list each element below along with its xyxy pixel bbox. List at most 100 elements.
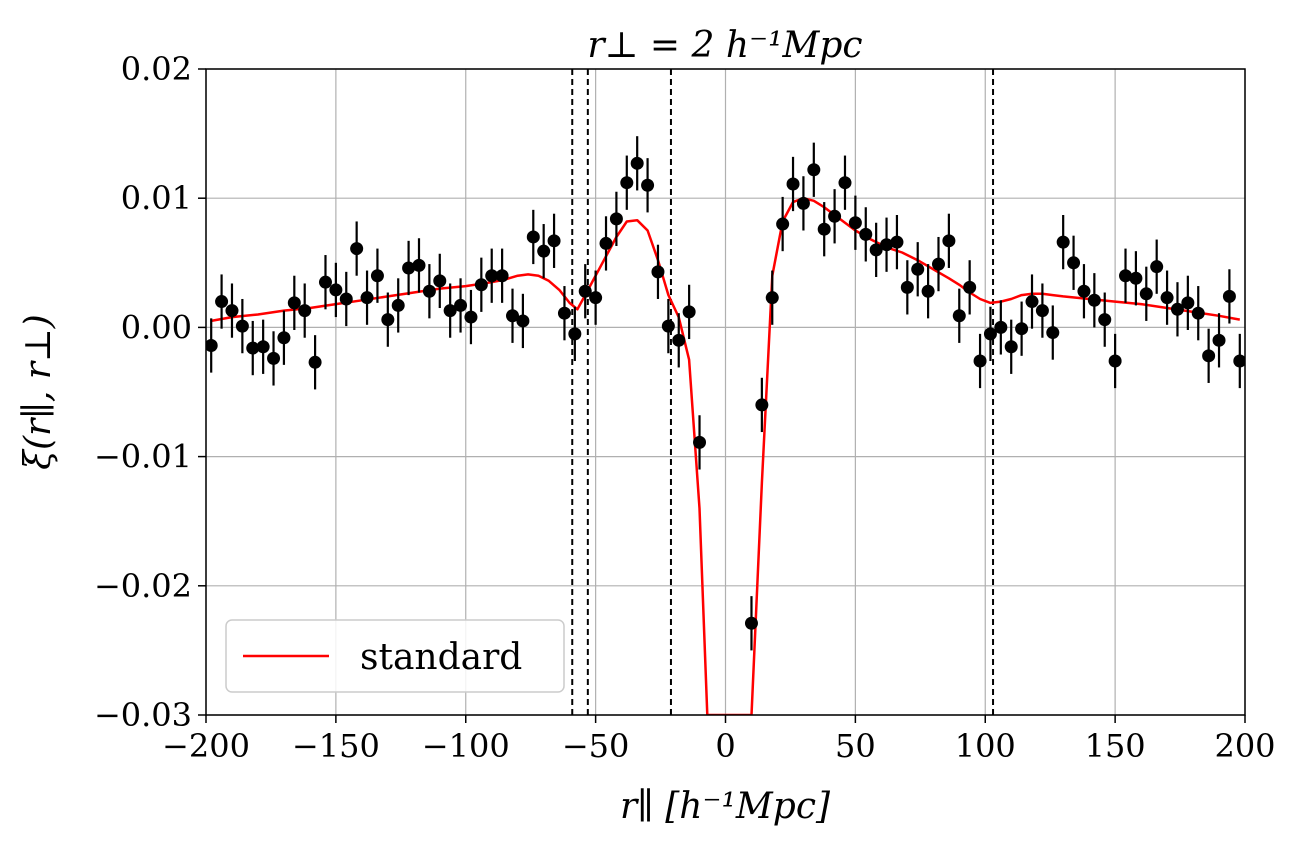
x-tick-label: 50 xyxy=(835,727,876,765)
x-tick-label: 0 xyxy=(715,727,735,765)
data-point xyxy=(547,234,561,248)
data-point xyxy=(1067,256,1081,270)
data-point xyxy=(225,304,239,318)
data-point xyxy=(817,222,831,236)
data-point xyxy=(568,327,582,341)
data-point xyxy=(900,280,914,294)
data-point xyxy=(1046,326,1060,340)
data-point xyxy=(1025,295,1039,309)
data-point xyxy=(807,163,821,177)
data-point xyxy=(1222,289,1236,303)
data-point xyxy=(578,284,592,298)
data-point xyxy=(391,298,405,312)
data-point xyxy=(848,216,862,230)
data-point xyxy=(672,333,686,347)
data-point xyxy=(464,310,478,324)
data-point xyxy=(443,304,457,318)
data-point xyxy=(609,212,623,226)
data-point xyxy=(256,340,270,354)
data-point xyxy=(1129,271,1143,285)
data-point xyxy=(298,304,312,318)
data-point xyxy=(973,354,987,368)
x-tick-label: 100 xyxy=(955,727,1016,765)
data-point xyxy=(1181,296,1195,310)
data-point xyxy=(1035,304,1049,318)
data-point xyxy=(339,292,353,306)
grid xyxy=(205,68,1246,716)
y-axis-label: ξ(r∥, r⊥) xyxy=(18,314,59,470)
data-point xyxy=(246,341,260,355)
legend-box xyxy=(225,619,565,693)
data-point xyxy=(516,314,530,328)
reference-lines xyxy=(571,69,995,715)
x-tick-label: −150 xyxy=(292,727,380,765)
y-tick-label: −0.02 xyxy=(94,567,192,605)
data-point xyxy=(381,313,395,327)
data-point xyxy=(589,291,603,305)
data-point xyxy=(506,309,520,323)
data-point xyxy=(1170,302,1184,316)
data-point xyxy=(433,274,447,288)
data-point xyxy=(318,275,332,289)
x-tick-label: −100 xyxy=(422,727,510,765)
data-point xyxy=(360,291,374,305)
data-point xyxy=(1056,235,1070,249)
data-point xyxy=(1004,340,1018,354)
data-point xyxy=(557,306,571,320)
data-point xyxy=(329,283,343,297)
ticks: −200 −150 −100 −50 0 50 100 150 200 −0.03 −0.02 −0.… xyxy=(94,50,1276,765)
data-point xyxy=(1015,322,1029,336)
data-point xyxy=(526,230,540,244)
legend: standard xyxy=(225,619,565,693)
data-point xyxy=(744,616,758,630)
data-point xyxy=(911,262,925,276)
data-point xyxy=(370,269,384,283)
data-point xyxy=(693,435,707,449)
data-point xyxy=(537,244,551,258)
data-point xyxy=(931,257,945,271)
data-point xyxy=(1202,349,1216,363)
y-tick-label: −0.03 xyxy=(94,696,192,734)
data-point xyxy=(921,284,935,298)
data-point xyxy=(1108,354,1122,368)
data-point xyxy=(1212,333,1226,347)
data-point xyxy=(599,236,613,250)
data-point xyxy=(942,234,956,248)
y-tick-label: 0.01 xyxy=(121,179,192,217)
x-axis-label: r∥ [h⁻¹Mpc] xyxy=(620,786,831,827)
data-point xyxy=(206,338,218,352)
data-point xyxy=(485,269,499,283)
data-point xyxy=(267,351,281,365)
data-point xyxy=(963,280,977,294)
data-point xyxy=(880,238,894,252)
data-point xyxy=(1150,260,1164,274)
data-point xyxy=(1233,354,1245,368)
data-point xyxy=(215,295,229,309)
data-point xyxy=(641,178,655,192)
data-point xyxy=(651,265,665,279)
data-point xyxy=(474,278,488,292)
data-point xyxy=(682,305,696,319)
data-point xyxy=(308,355,322,369)
data-point xyxy=(859,227,873,241)
data-point xyxy=(994,320,1008,334)
data-point xyxy=(890,235,904,249)
data-point xyxy=(620,176,634,190)
data-point xyxy=(869,243,883,257)
data-point xyxy=(1160,291,1174,305)
data-point xyxy=(495,269,509,283)
data-point xyxy=(402,261,416,275)
y-tick-label: 0.02 xyxy=(121,50,192,88)
y-tick-label: 0.00 xyxy=(121,308,192,346)
data-point xyxy=(412,258,426,272)
x-tick-label: 150 xyxy=(1085,727,1146,765)
plot-area xyxy=(206,136,1245,715)
data-point xyxy=(828,209,842,223)
data-point xyxy=(630,156,644,170)
data-point xyxy=(661,319,675,333)
data-point xyxy=(983,327,997,341)
data-point xyxy=(776,217,790,231)
data-point xyxy=(277,331,291,345)
